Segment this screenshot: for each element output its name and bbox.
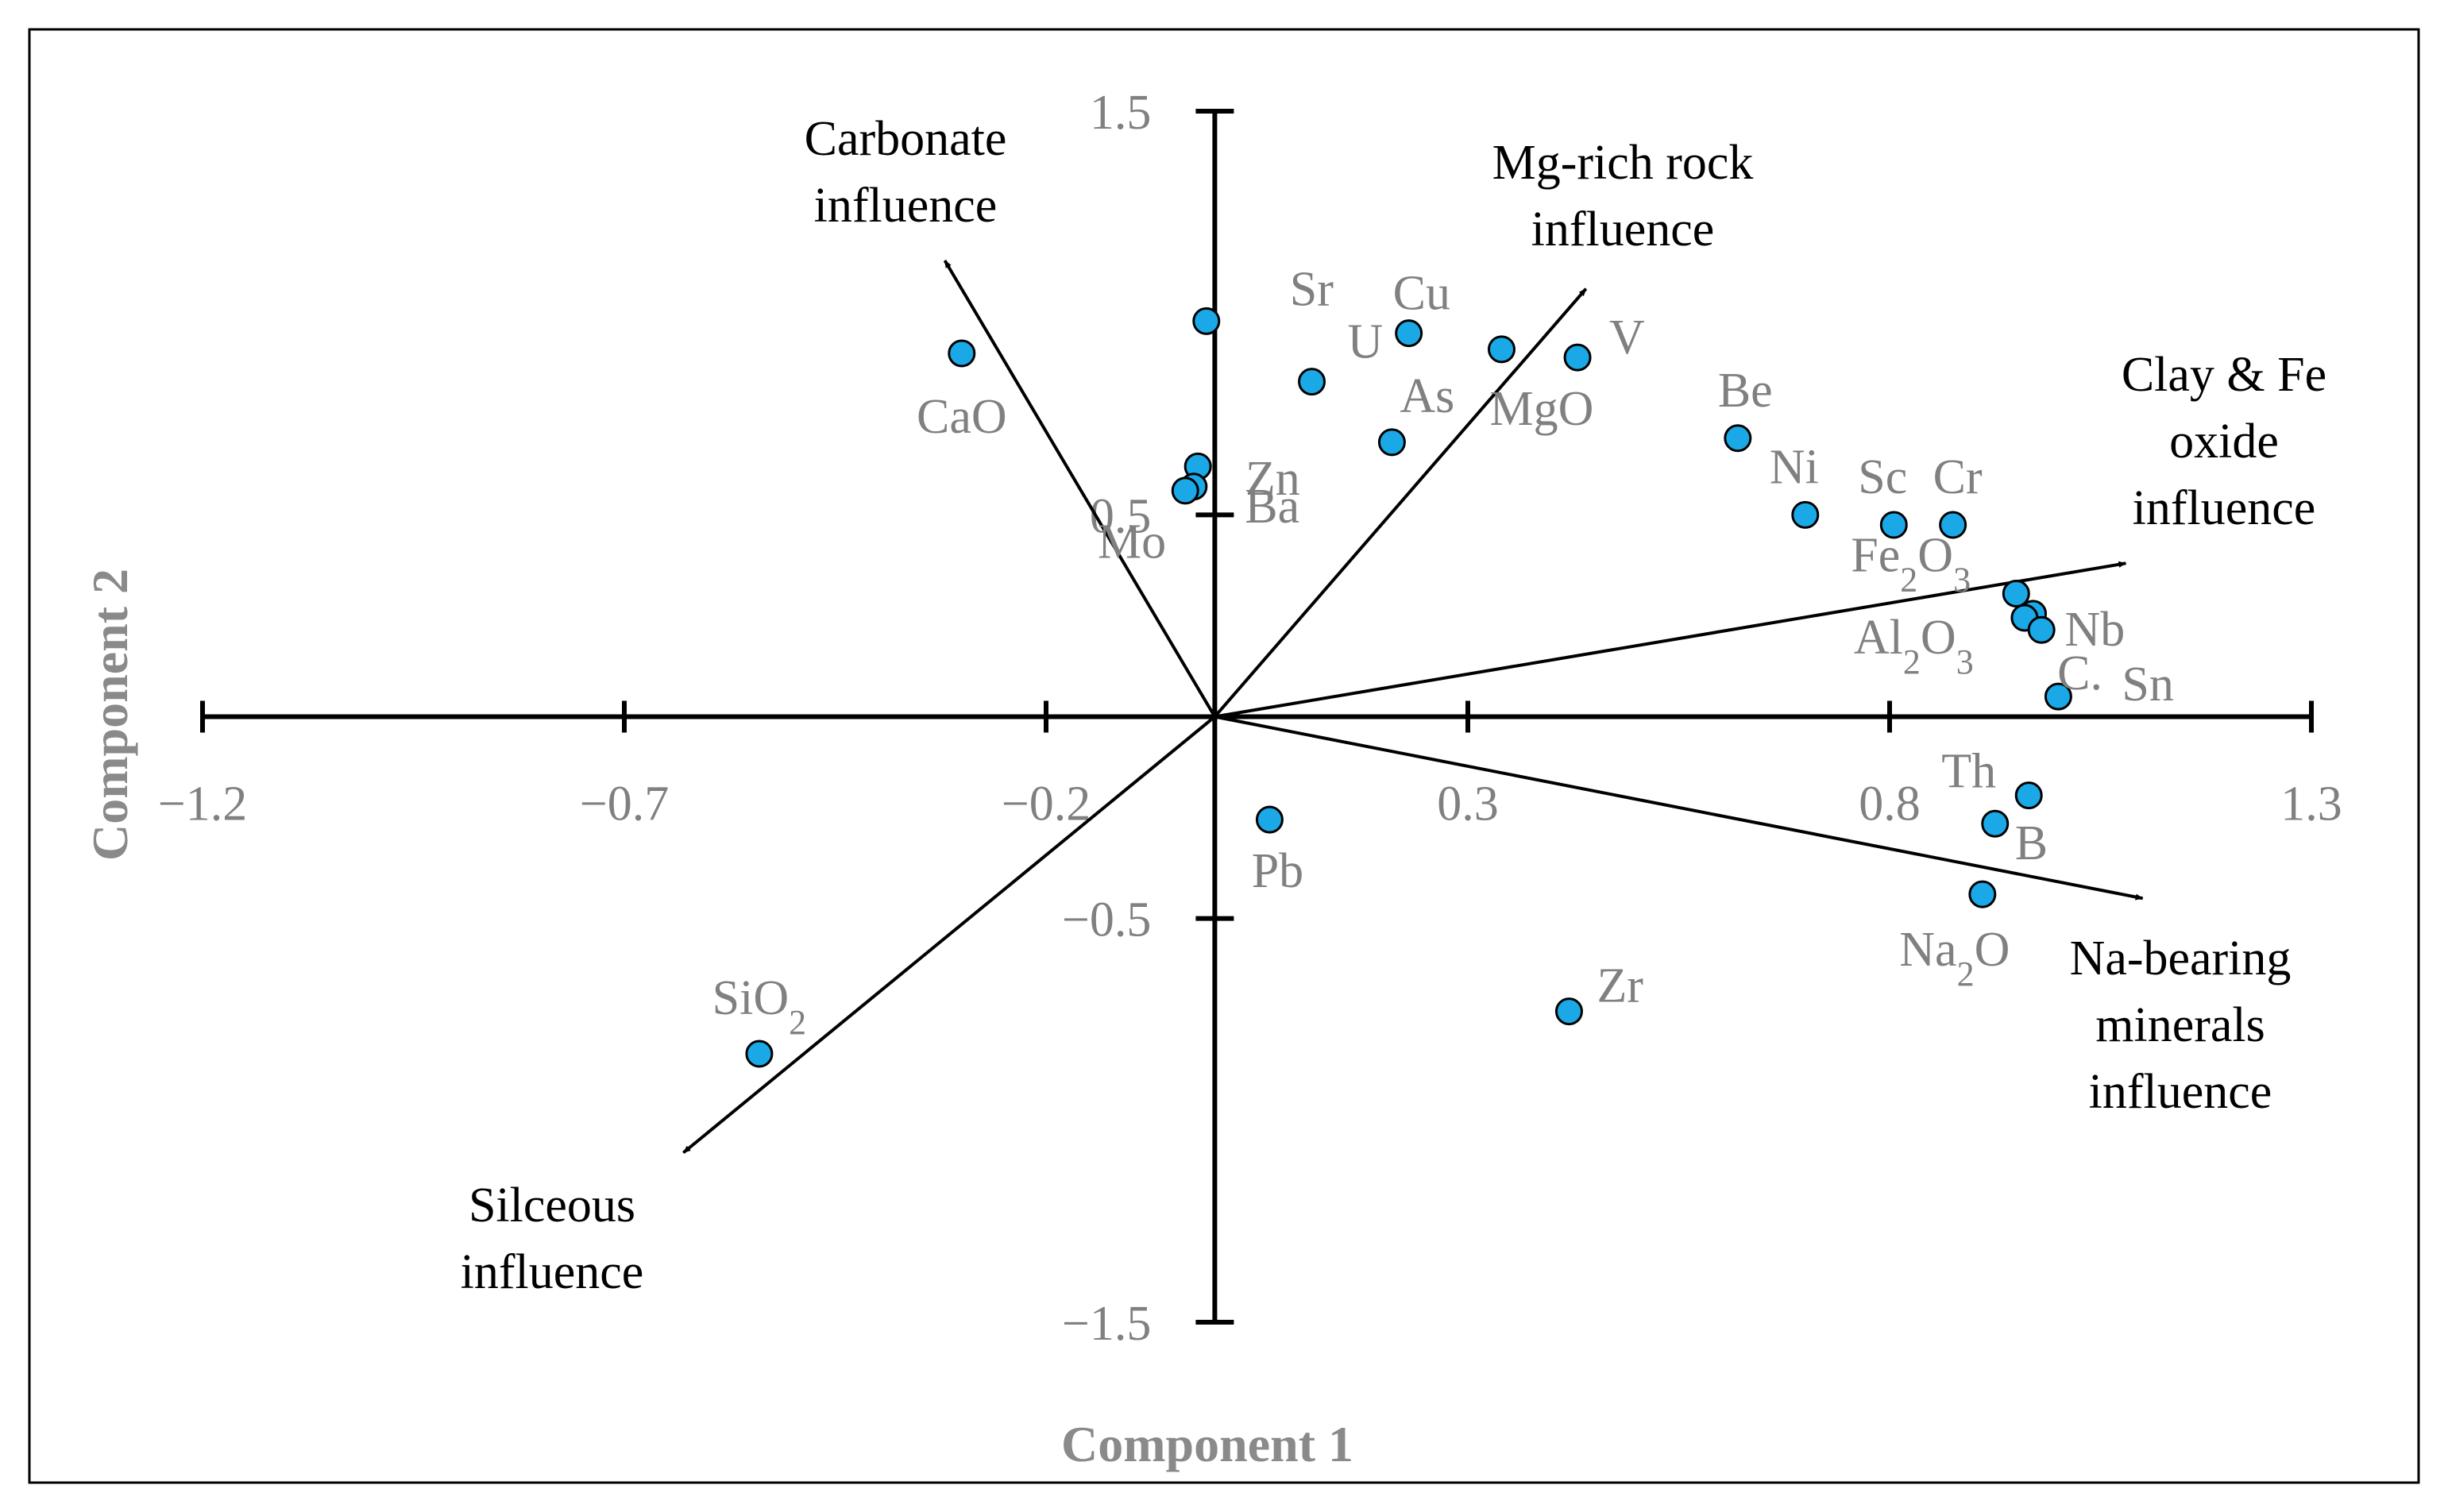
point-label-na2o: Na2O xyxy=(1899,923,2010,993)
vector-carbonate-influence xyxy=(943,260,1217,718)
point-label-fe2o3: Fe2O3 xyxy=(1851,528,1971,599)
point-label-mgo: MgO xyxy=(1489,382,1593,436)
point-na2o xyxy=(1968,880,1997,908)
point-label-cao: CaO xyxy=(917,390,1007,444)
x-tick-label: 1.3 xyxy=(2280,777,2342,831)
point-label-al2o3: Al2O3 xyxy=(1854,611,1974,681)
y-tick-label: 0.5 xyxy=(1090,489,1152,543)
x-tick-label: −1.2 xyxy=(158,777,247,831)
x-tick-label: −0.7 xyxy=(580,777,669,831)
point-sc xyxy=(1879,511,1908,539)
point-label-cr: Cr xyxy=(1933,450,1983,504)
point-b xyxy=(1981,809,2010,838)
vector-label-na-bearing-minerals-influence: Na-bearing minerals influence xyxy=(2070,932,2292,1119)
data-points xyxy=(745,307,2072,1068)
vector-silceous-influence xyxy=(682,715,1216,1155)
point-label-nb: Nb xyxy=(2065,603,2126,657)
point-label-be: Be xyxy=(1718,364,1773,418)
point-label-sc: Sc xyxy=(1858,450,1907,504)
point-label-u: U xyxy=(1348,315,1384,369)
point-label-sr: Sr xyxy=(1290,262,1334,316)
point-ni xyxy=(1791,500,1820,529)
y-tick-label: −1.5 xyxy=(1062,1297,1151,1351)
point-label-cu: Cu xyxy=(1393,267,1450,321)
vector-na-bearing-minerals-influence xyxy=(1214,715,2144,901)
x-tick-label: 0.3 xyxy=(1437,777,1499,831)
point-cr xyxy=(1939,511,1967,539)
point-label-zr: Zr xyxy=(1597,959,1643,1013)
point-mgo xyxy=(1487,335,1516,364)
point-label-sn: Sn xyxy=(2122,658,2173,712)
point-sr xyxy=(1192,307,1221,335)
y-tick-label: −0.5 xyxy=(1062,893,1151,947)
x-axis-title: Component 1 xyxy=(1061,1416,1353,1472)
y-tick-label: 1.5 xyxy=(1090,86,1152,140)
axes: −1.2 −0.7 −0.2 0.3 0.8 1.3 1.5 0.5 −0.5 −1.5 xyxy=(158,86,2342,1351)
vector-label-carbonate-influence: Carbonate influence xyxy=(805,112,1007,233)
vector-mg-rich-rock-influence xyxy=(1213,287,1588,718)
point-sio2 xyxy=(745,1040,774,1068)
y-axis-title: Component 2 xyxy=(82,569,138,861)
point-be xyxy=(1724,424,1752,453)
figure-frame xyxy=(28,28,2420,1484)
point-v xyxy=(1563,343,1592,372)
point-ba xyxy=(1171,476,1199,505)
vector-label-silceous-influence: Silceous influence xyxy=(461,1178,644,1299)
point-label-zn: Zn xyxy=(1245,452,1300,506)
vector-label-clay-fe-oxide-influence: Clay & Fe oxide influence xyxy=(2122,348,2326,535)
point-label-c: C. xyxy=(2057,646,2102,700)
point-sn xyxy=(2044,682,2072,711)
point-cao xyxy=(948,339,976,368)
point-zr xyxy=(1554,997,1583,1026)
point-u xyxy=(1298,368,1326,396)
point-label-pb: Pb xyxy=(1252,844,1303,898)
x-tick-label: −0.2 xyxy=(1002,777,1091,831)
point-label-mo: Mo xyxy=(1098,515,1166,569)
point-cu xyxy=(1395,319,1423,348)
vector-clay-fe-oxide-influence xyxy=(1214,561,2127,719)
vector-label-mg-rich-rock-influence: Mg-rich rock influence xyxy=(1492,136,1754,256)
point-label-b: B xyxy=(2015,816,2048,870)
x-tick-label: 0.8 xyxy=(1859,777,1921,831)
point-label-ni: Ni xyxy=(1770,440,1819,494)
point-as xyxy=(1377,428,1406,457)
point-label-ba: Ba xyxy=(1245,480,1299,534)
point-label-th: Th xyxy=(1941,745,1996,799)
point-c xyxy=(2027,615,2056,644)
point-label-sio2: SiO2 xyxy=(712,971,806,1042)
point-pb xyxy=(1255,805,1284,834)
point-fe2o3 xyxy=(2002,579,2030,608)
point-label-as: As xyxy=(1400,369,1454,423)
point-th xyxy=(2014,781,2043,810)
point-label-v: V xyxy=(1609,310,1645,364)
